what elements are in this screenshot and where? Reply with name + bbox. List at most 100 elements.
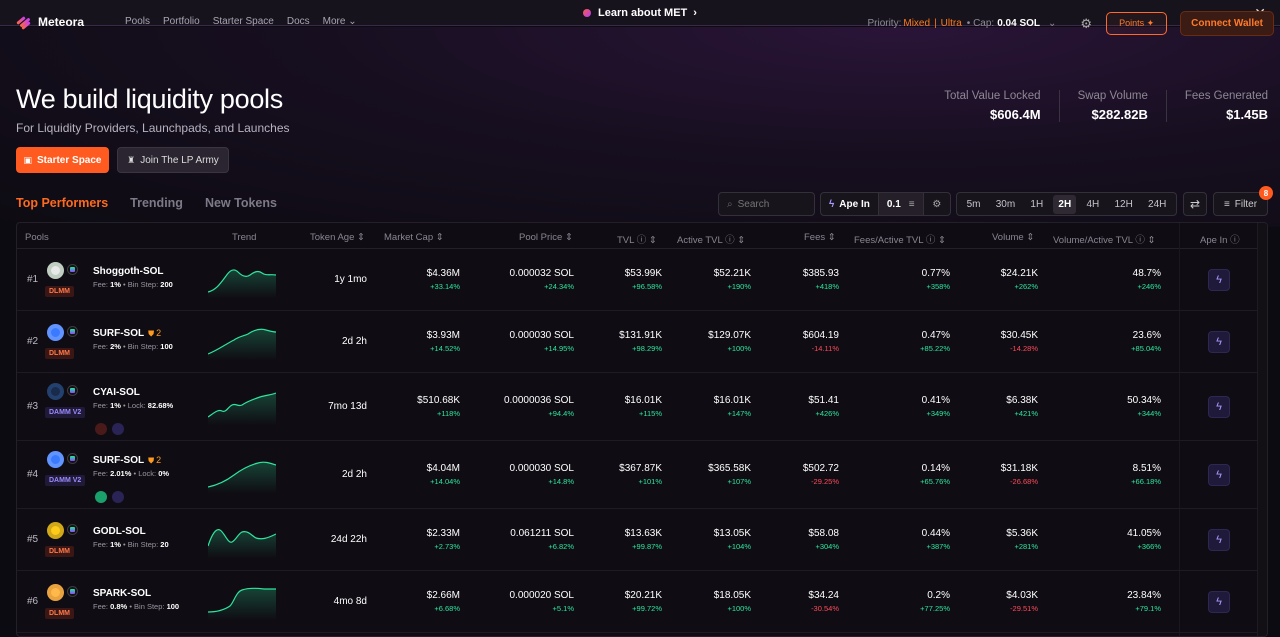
pool-pair[interactable]: SURF-SOL ⛊ 2 [93, 328, 162, 339]
solana-icon [67, 453, 78, 464]
ape-in-button[interactable]: ϟ [1208, 464, 1230, 486]
timeframe-30m[interactable]: 30m [995, 198, 1016, 210]
col-volume-active-tvl[interactable]: Volume/Active TVL ⓘ ⇕ [1053, 235, 1156, 246]
pool-type-badge: DLMM [45, 608, 74, 619]
atvl-change: +104% [727, 542, 751, 551]
token-age: 24d 22h [330, 534, 367, 545]
nav-docs[interactable]: Docs [286, 16, 310, 27]
pool-rank: #1 [27, 274, 39, 285]
nav-portfolio[interactable]: Portfolio [163, 16, 200, 27]
price-value: 0.000032 SOL [509, 268, 575, 279]
filter-button[interactable]: ≡ Filter [1213, 192, 1268, 216]
vol-change: +262% [1014, 282, 1038, 291]
fees-value: $502.72 [802, 463, 839, 474]
col-token-age[interactable]: Token Age ⇕ [310, 232, 365, 243]
ape-in-button[interactable]: ϟ [1208, 396, 1230, 418]
timeframe-2h[interactable]: 2H [1053, 194, 1077, 214]
ape-in-button[interactable]: ϟ [1208, 529, 1230, 551]
vatvl-value: 48.7% [1132, 268, 1161, 279]
atvl-change: +107% [727, 477, 751, 486]
tab-trending[interactable]: Trending [130, 196, 183, 210]
table-row[interactable]: #1 Shoggoth-SOL Fee: 1% • Bin Step: 200 DLM… [17, 249, 1257, 311]
timeframe-12h[interactable]: 12H [1114, 198, 1133, 210]
points-button[interactable]: Points ✦ [1106, 12, 1168, 35]
col-ape-in[interactable]: Ape In ⓘ [1200, 235, 1240, 246]
col-fees-active-tvl[interactable]: Fees/Active TVL ⓘ ⇕ [854, 235, 946, 246]
pool-pair[interactable]: SPARK-SOL [93, 588, 152, 599]
fatvl-value: 0.44% [921, 528, 950, 539]
timeframe-24h[interactable]: 24H [1148, 198, 1167, 210]
table-row[interactable]: #3 CYAI-SOL Fee: 1% • Lock: 82.68% DAMM V2 … [17, 373, 1257, 441]
table-row[interactable]: #2 SURF-SOL ⛊ 2 Fee: 2% • Bin Step: 100 DLMM … [17, 311, 1257, 373]
col-volume[interactable]: Volume ⇕ [992, 232, 1035, 243]
solana-icon [67, 326, 78, 337]
atvl-change: +147% [727, 409, 751, 418]
table-row[interactable]: #6 SPARK-SOL Fee: 0.8% • Bin Step: 100 DLMM… [17, 571, 1257, 633]
pool-pair[interactable]: SURF-SOL ⛊ 2 [93, 455, 162, 466]
tvl-change: +99.72% [632, 604, 662, 613]
col-pools[interactable]: Pools [25, 232, 49, 243]
tab-new-tokens[interactable]: New Tokens [204, 196, 277, 210]
fees-change: +426% [815, 409, 839, 418]
sort-icon: ⇕ [435, 232, 444, 243]
search-input[interactable] [737, 198, 808, 210]
brand-logo[interactable]: Meteora [16, 14, 84, 30]
ape-in-toggle[interactable]: ϟ Ape In [821, 193, 879, 215]
banner-text[interactable]: Learn about MET [598, 6, 688, 19]
fatvl-change: +387% [926, 542, 950, 551]
col-fees[interactable]: Fees ⇕ [804, 232, 836, 243]
pool-type-badge: DAMM V2 [45, 475, 86, 486]
stat-swap-volume: Swap Volume $282.82B [1058, 90, 1166, 122]
tab-top-performers[interactable]: Top Performers [16, 196, 109, 210]
col-tvl[interactable]: TVL ⓘ ⇕ [617, 235, 657, 246]
announcement-banner[interactable]: Learn about MET › ✕ [0, 0, 1280, 26]
timeframe-4h[interactable]: 4H [1086, 198, 1100, 210]
nav-more[interactable]: More ⌄ [322, 16, 357, 27]
token-icon [47, 584, 64, 601]
scrollbar-track[interactable] [1257, 223, 1267, 636]
starter-space-button[interactable]: ▣ Starter Space [16, 147, 109, 173]
col-trend[interactable]: Trend [232, 232, 257, 243]
nav-starter-space[interactable]: Starter Space [212, 16, 274, 27]
lightning-icon: ϟ [1216, 596, 1222, 608]
priority-selector[interactable]: Priority: Mixed | Ultra • Cap: 0.04 SOL … [867, 18, 1057, 29]
ape-settings-icon[interactable]: ⚙ [922, 193, 950, 215]
price-value: 0.000030 SOL [509, 330, 575, 341]
timeframe-selector: 5m 30m 1H 2H 4H 12H 24H [956, 192, 1177, 216]
vatvl-value: 41.05% [1127, 528, 1161, 539]
tvl-value: $131.91K [619, 330, 662, 341]
pool-pair[interactable]: Shoggoth-SOL [93, 266, 164, 277]
search-box[interactable]: ⌕ [718, 192, 815, 216]
ape-in-button[interactable]: ϟ [1208, 269, 1230, 291]
col-pool-price[interactable]: Pool Price ⇕ [519, 232, 573, 243]
sort-settings-icon[interactable]: ⇄ [1183, 192, 1207, 216]
hero-title: We build liquidity pools [16, 84, 283, 114]
vol-change: +421% [1014, 409, 1038, 418]
ape-amount[interactable]: 0.1 ≡ [878, 193, 923, 215]
atvl-value: $129.07K [708, 330, 751, 341]
connect-wallet-button[interactable]: Connect Wallet [1180, 11, 1274, 36]
met-token-icon [583, 8, 592, 17]
col-active-tvl[interactable]: Active TVL ⓘ ⇕ [677, 235, 746, 246]
ape-in-button[interactable]: ϟ [1208, 331, 1230, 353]
ape-in-button[interactable]: ϟ [1208, 591, 1230, 613]
atvl-change: +100% [727, 604, 751, 613]
table-row[interactable]: #5 GODL-SOL Fee: 1% • Bin Step: 20 DLMM 24d… [17, 509, 1257, 571]
vol-value: $5.36K [1006, 528, 1038, 539]
table-row[interactable]: #4 SURF-SOL ⛊ 2 Fee: 2.01% • Lock: 0% DAMM V2… [17, 441, 1257, 509]
lightning-icon: ϟ [1216, 534, 1222, 546]
info-icon: ⓘ [925, 235, 936, 246]
gear-icon[interactable]: ⚙ [1080, 15, 1093, 31]
price-change: +94.4% [548, 409, 574, 418]
token-icon [47, 324, 64, 341]
pool-pair[interactable]: GODL-SOL [93, 526, 146, 537]
timeframe-1h[interactable]: 1H [1030, 198, 1044, 210]
join-lp-army-button[interactable]: ♜ Join The LP Army [117, 147, 229, 173]
token-age: 4mo 8d [333, 596, 367, 607]
fees-value: $34.24 [808, 590, 839, 601]
pool-meta: Fee: 2.01% • Lock: 0% [93, 469, 170, 478]
pool-pair[interactable]: CYAI-SOL [93, 387, 140, 398]
nav-pools[interactable]: Pools [125, 16, 151, 27]
timeframe-5m[interactable]: 5m [966, 198, 981, 210]
col-market-cap[interactable]: Market Cap ⇕ [384, 232, 444, 243]
